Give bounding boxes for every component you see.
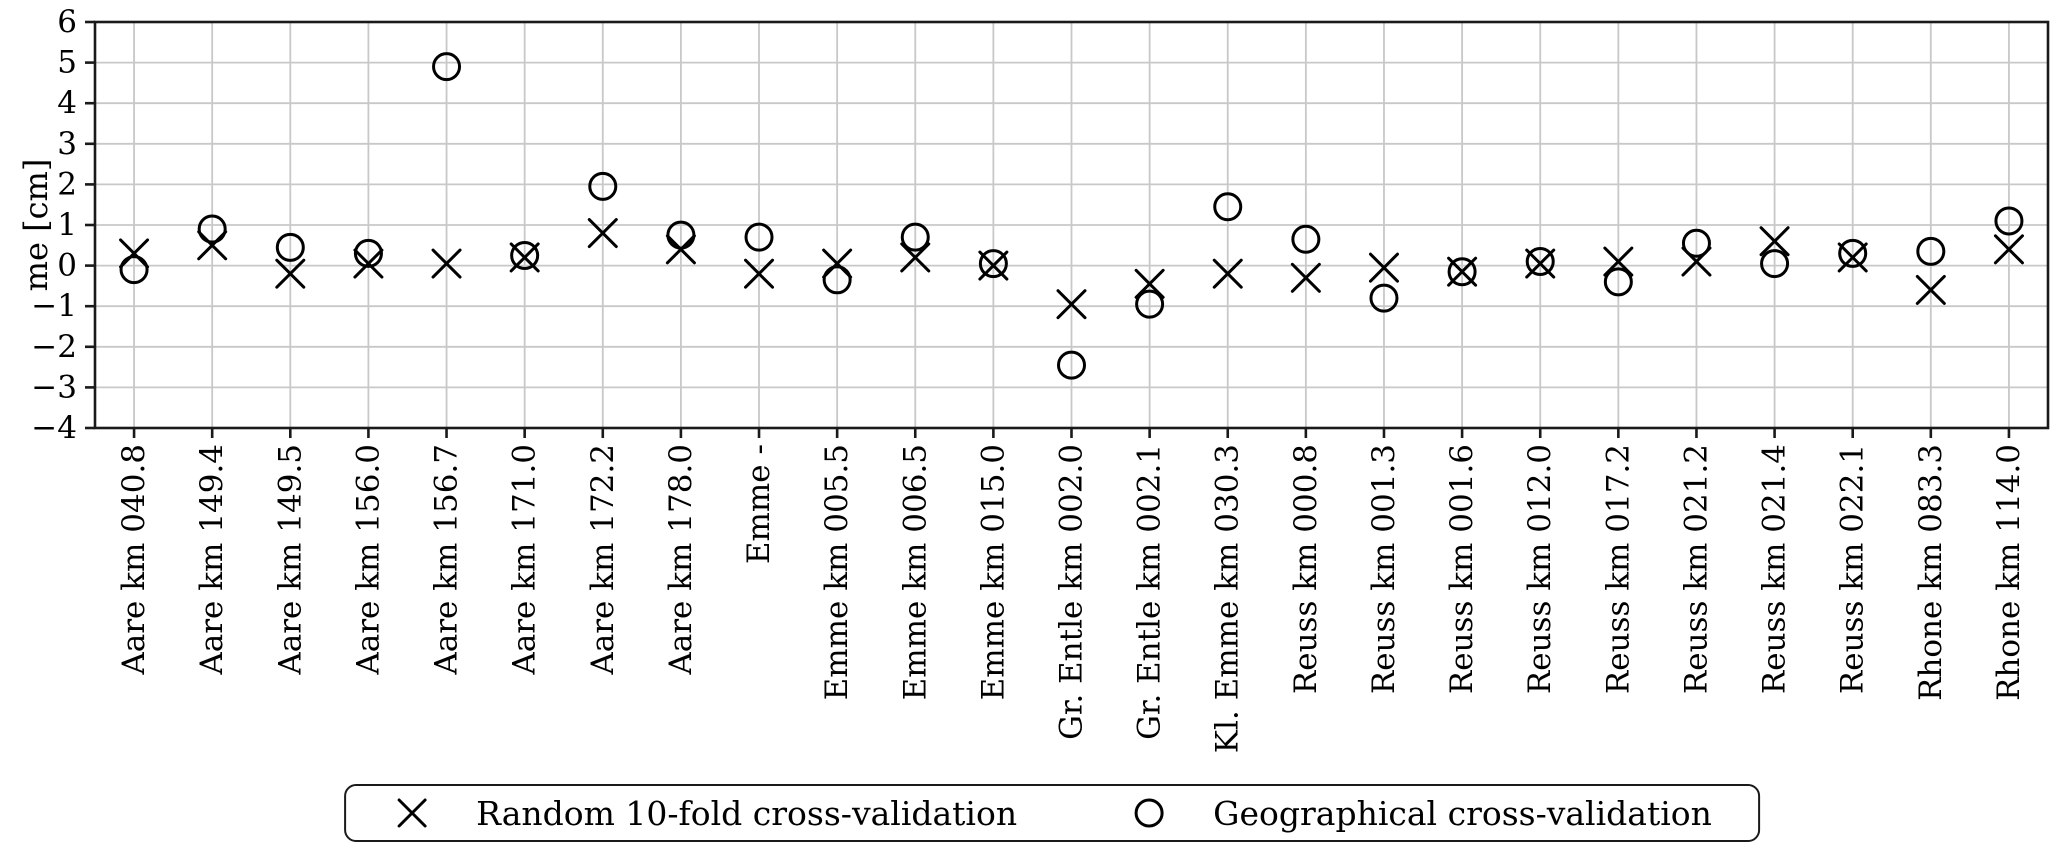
marker-x xyxy=(1993,234,2024,265)
marker-x xyxy=(431,248,462,279)
marker-x xyxy=(1837,242,1868,273)
marker-x xyxy=(744,258,775,289)
x-tick-label: Gr. Entle km 002.1 xyxy=(1132,444,1168,740)
marker-o xyxy=(510,240,540,270)
x-tick-label: Reuss km 000.8 xyxy=(1288,444,1324,694)
x-tick-label: Aare km 149.5 xyxy=(272,444,308,676)
marker-x xyxy=(1212,258,1243,289)
marker-o xyxy=(1603,267,1633,297)
marker-o xyxy=(197,214,227,244)
y-tick-label: 1 xyxy=(57,207,77,243)
marker-o xyxy=(822,265,852,295)
x-tick-label: Aare km 040.8 xyxy=(116,444,152,676)
y-tick-label: 2 xyxy=(57,166,77,202)
marker-o xyxy=(978,249,1008,279)
marker-o xyxy=(119,255,149,285)
marker-o xyxy=(432,52,462,82)
marker-o xyxy=(1760,249,1790,279)
y-tick-label: −2 xyxy=(31,329,77,365)
x-tick-label: Aare km 172.2 xyxy=(585,444,621,676)
marker-x xyxy=(275,258,306,289)
marker-x xyxy=(1368,252,1399,283)
x-tick-label: Reuss km 012.0 xyxy=(1522,444,1558,694)
marker-o xyxy=(1994,206,2024,236)
y-tick-label: 0 xyxy=(57,248,77,284)
x-tick-label: Emme km 015.0 xyxy=(975,444,1011,700)
marker-o xyxy=(1525,247,1555,277)
marker-o xyxy=(1838,238,1868,268)
marker-x xyxy=(1759,226,1790,257)
x-tick-label: Emme - xyxy=(741,444,777,564)
marker-o xyxy=(1291,224,1321,254)
marker-o xyxy=(1135,289,1165,319)
x-tick-label: Aare km 149.4 xyxy=(194,444,230,676)
y-tick-label: −1 xyxy=(31,288,77,324)
legend-label-random-cv: Random 10-fold cross-validation xyxy=(476,793,1018,833)
y-tick-label: 5 xyxy=(57,45,77,81)
marker-x xyxy=(353,248,384,279)
x-tick-label: Kl. Emme km 030.3 xyxy=(1210,444,1246,753)
y-tick-label: 6 xyxy=(57,4,77,40)
x-tick-label: Rhone km 114.0 xyxy=(1991,444,2027,701)
x-tick-label: Reuss km 022.1 xyxy=(1835,444,1871,694)
legend-item-random-cv: Random 10-fold cross-validation xyxy=(392,793,1017,833)
x-tick-label: Aare km 178.0 xyxy=(663,444,699,676)
x-tick-label: Reuss km 021.2 xyxy=(1678,444,1714,694)
y-tick-label: 4 xyxy=(57,85,77,121)
marker-o xyxy=(900,222,930,252)
marker-o xyxy=(588,171,618,201)
y-tick-label: −4 xyxy=(31,410,77,446)
x-tick-label: Reuss km 001.6 xyxy=(1444,444,1480,694)
x-tick-label: Gr. Entle km 002.0 xyxy=(1054,444,1090,740)
x-marker-icon xyxy=(397,798,427,828)
x-tick-label: Reuss km 021.4 xyxy=(1757,444,1793,694)
x-tick-label: Aare km 156.0 xyxy=(350,444,386,676)
marker-o xyxy=(1447,257,1477,287)
x-tick-label: Emme km 005.5 xyxy=(819,444,855,700)
marker-x xyxy=(1915,274,1946,305)
x-tick-label: Aare km 156.7 xyxy=(429,444,465,676)
x-tick-label: Rhone km 083.3 xyxy=(1913,444,1949,701)
marker-x xyxy=(1056,289,1087,320)
x-tick-label: Reuss km 001.3 xyxy=(1366,444,1402,694)
marker-o xyxy=(1369,283,1399,313)
y-tick-label: 3 xyxy=(57,126,77,162)
marker-o xyxy=(1213,192,1243,222)
legend-label-geographical-cv: Geographical cross-validation xyxy=(1213,793,1712,833)
marker-o xyxy=(1681,228,1711,258)
x-tick-label: Aare km 171.0 xyxy=(507,444,543,676)
x-tick-label: Reuss km 017.2 xyxy=(1600,444,1636,694)
legend: Random 10-fold cross-validation Geograph… xyxy=(344,784,1760,842)
marker-o xyxy=(666,220,696,250)
legend-item-geographical-cv: Geographical cross-validation xyxy=(1129,793,1712,833)
marker-o xyxy=(275,232,305,262)
y-tick-label: −3 xyxy=(31,369,77,405)
marker-x xyxy=(587,218,618,249)
marker-x xyxy=(1290,262,1321,293)
marker-o xyxy=(1057,350,1086,380)
marker-o xyxy=(744,222,774,252)
x-tick-label: Emme km 006.5 xyxy=(897,444,933,700)
o-marker-icon xyxy=(1134,798,1164,828)
marker-o xyxy=(1916,236,1946,266)
marker-o xyxy=(353,238,383,268)
